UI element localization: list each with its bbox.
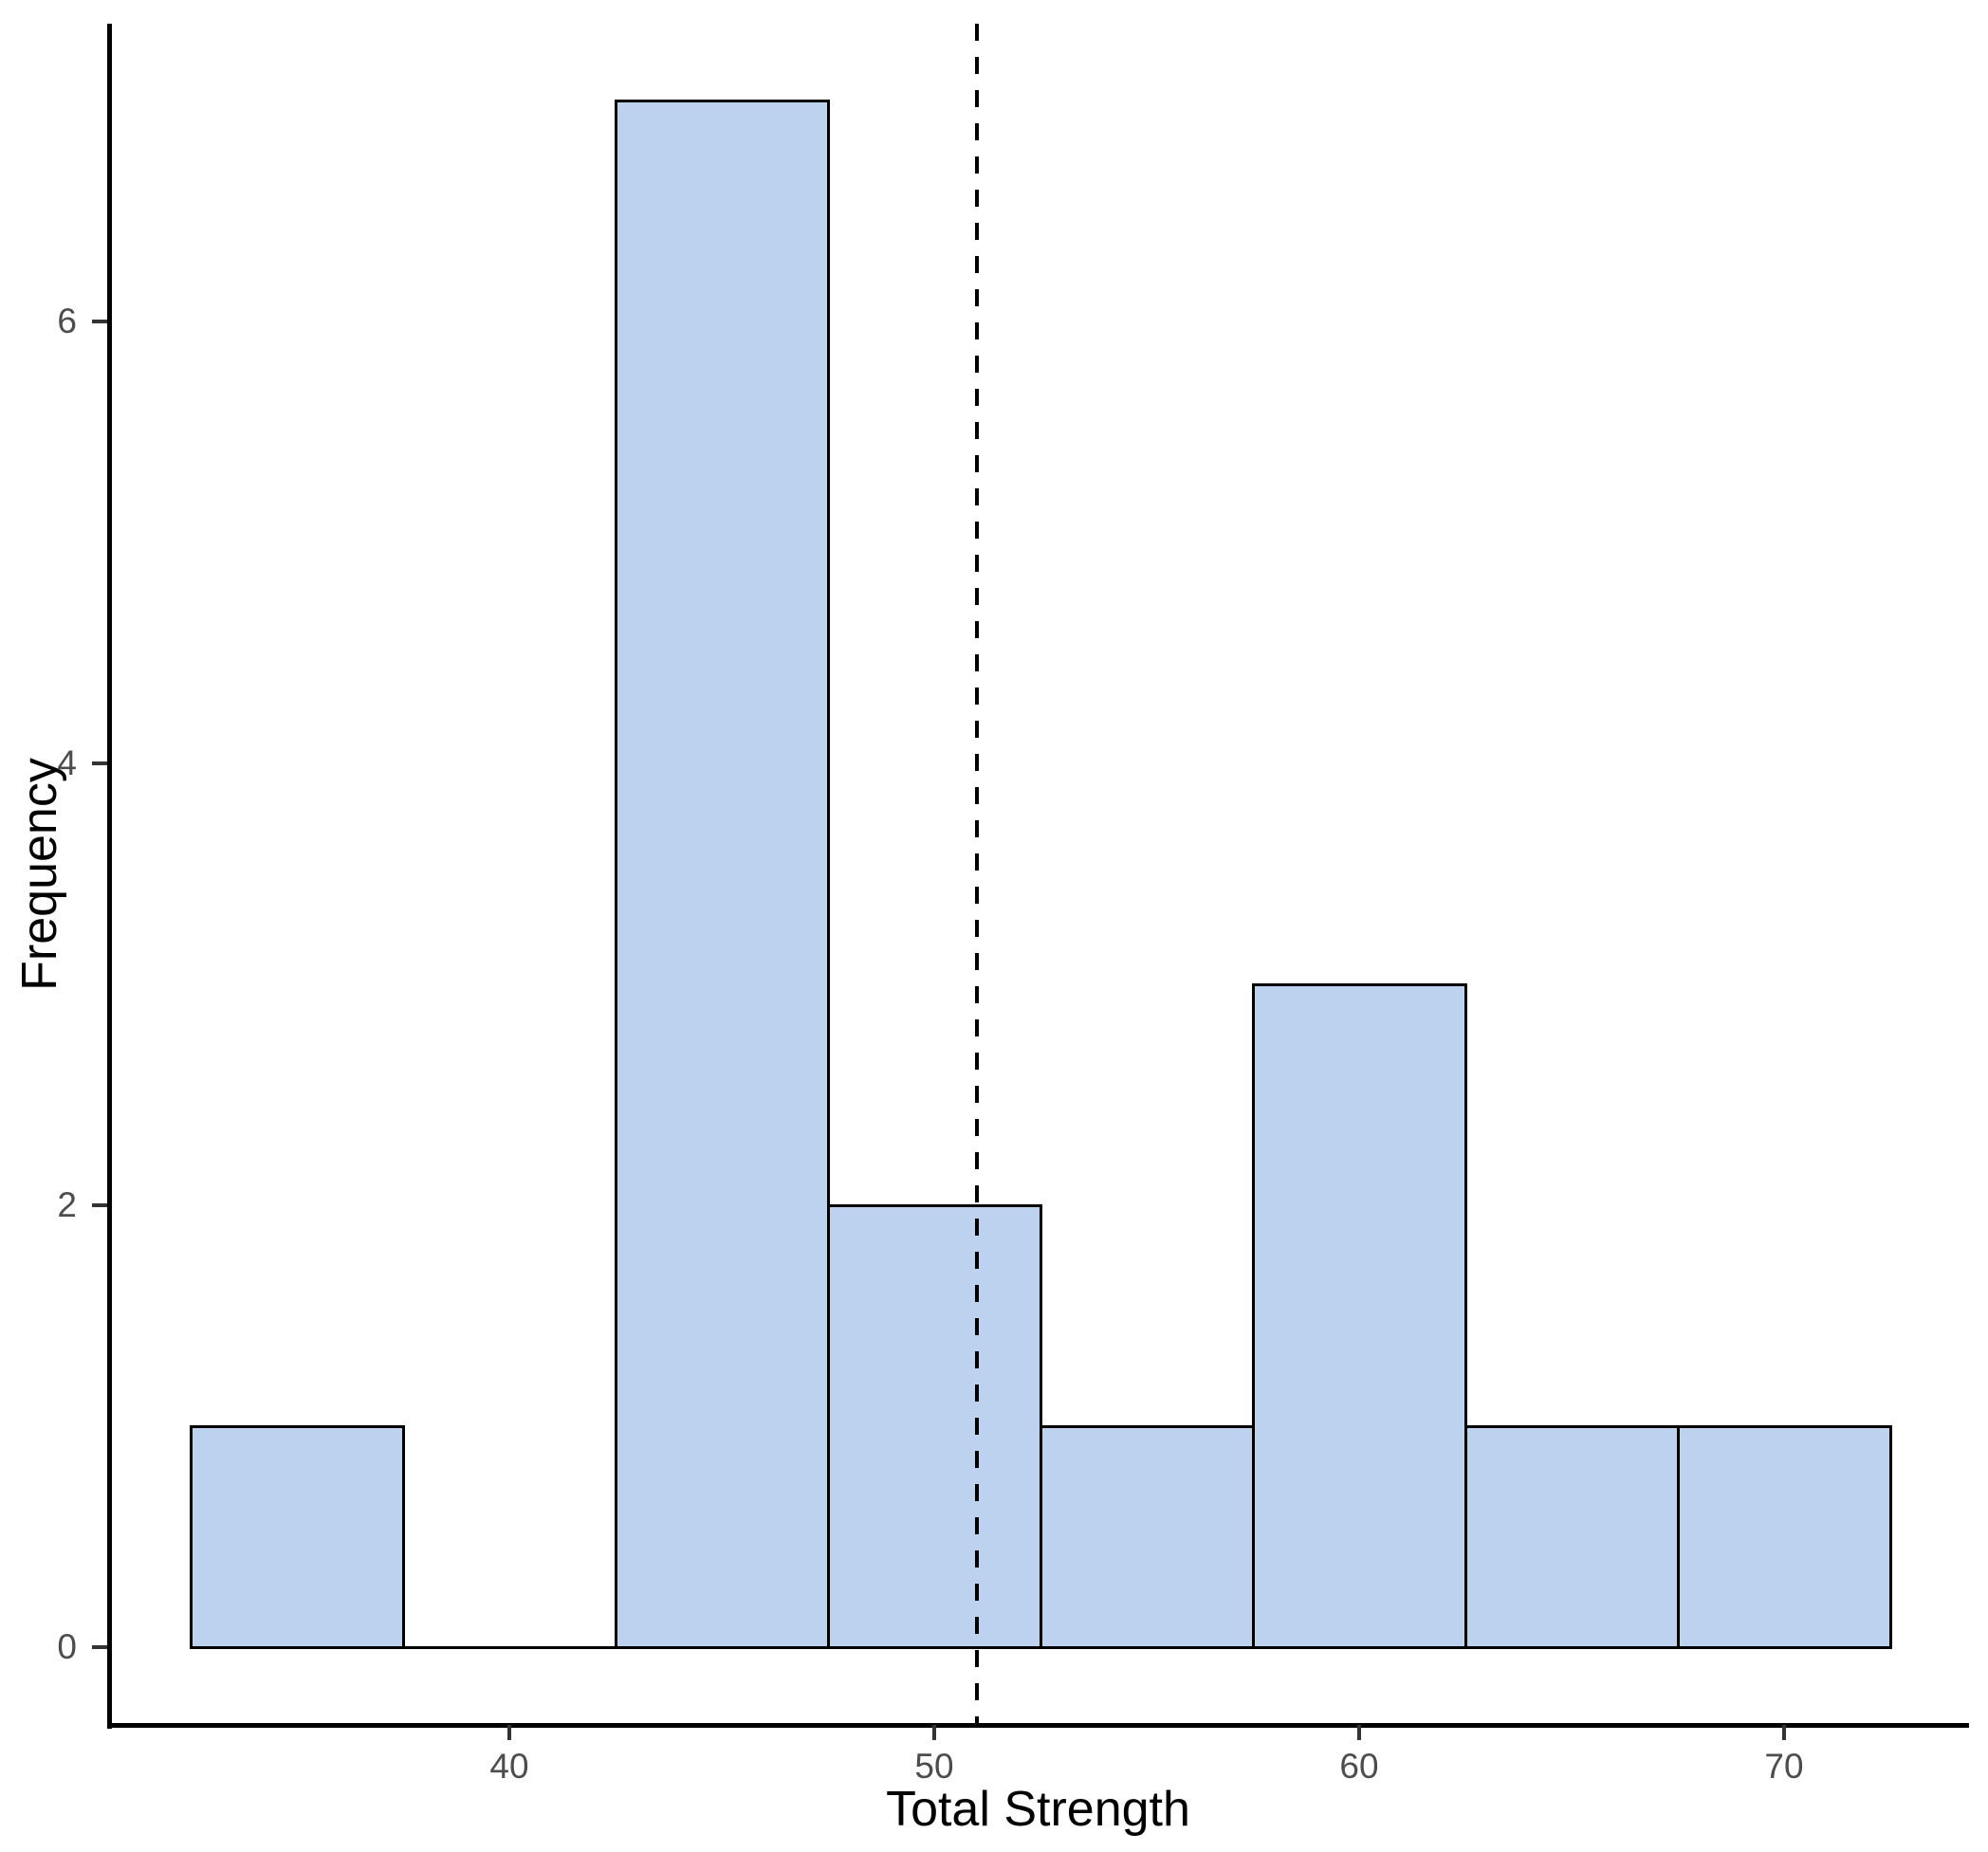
y-tick-mark xyxy=(92,1645,107,1649)
x-tick-label: 70 xyxy=(1764,1747,1804,1786)
histogram-bar xyxy=(1463,1424,1680,1649)
y-axis-title: Frequency xyxy=(12,758,67,991)
y-tick-label: 4 xyxy=(57,743,77,782)
dashed-reference-line xyxy=(974,24,980,1725)
x-tick-label: 40 xyxy=(489,1747,529,1786)
x-tick-mark xyxy=(932,1725,936,1740)
y-tick-mark xyxy=(92,1203,107,1207)
histogram-bar xyxy=(189,1424,405,1649)
x-tick-label: 50 xyxy=(914,1747,954,1786)
y-tick-mark xyxy=(92,761,107,765)
x-tick-mark xyxy=(1782,1725,1786,1740)
x-axis-title: Total Strength xyxy=(886,1782,1190,1837)
histogram-bar xyxy=(1676,1424,1892,1649)
histogram-bar xyxy=(1039,1424,1255,1649)
x-tick-mark xyxy=(1357,1725,1361,1740)
y-tick-mark xyxy=(92,320,107,323)
y-tick-label: 2 xyxy=(57,1185,77,1224)
x-tick-mark xyxy=(507,1725,511,1740)
y-tick-label: 0 xyxy=(57,1627,77,1666)
y-axis-line xyxy=(107,24,112,1729)
x-tick-label: 60 xyxy=(1339,1747,1379,1786)
y-tick-label: 6 xyxy=(57,302,77,340)
histogram-bar xyxy=(826,1203,1042,1649)
x-axis-line xyxy=(107,1723,1969,1728)
histogram-bar xyxy=(614,99,830,1649)
histogram-bar xyxy=(1251,982,1467,1649)
